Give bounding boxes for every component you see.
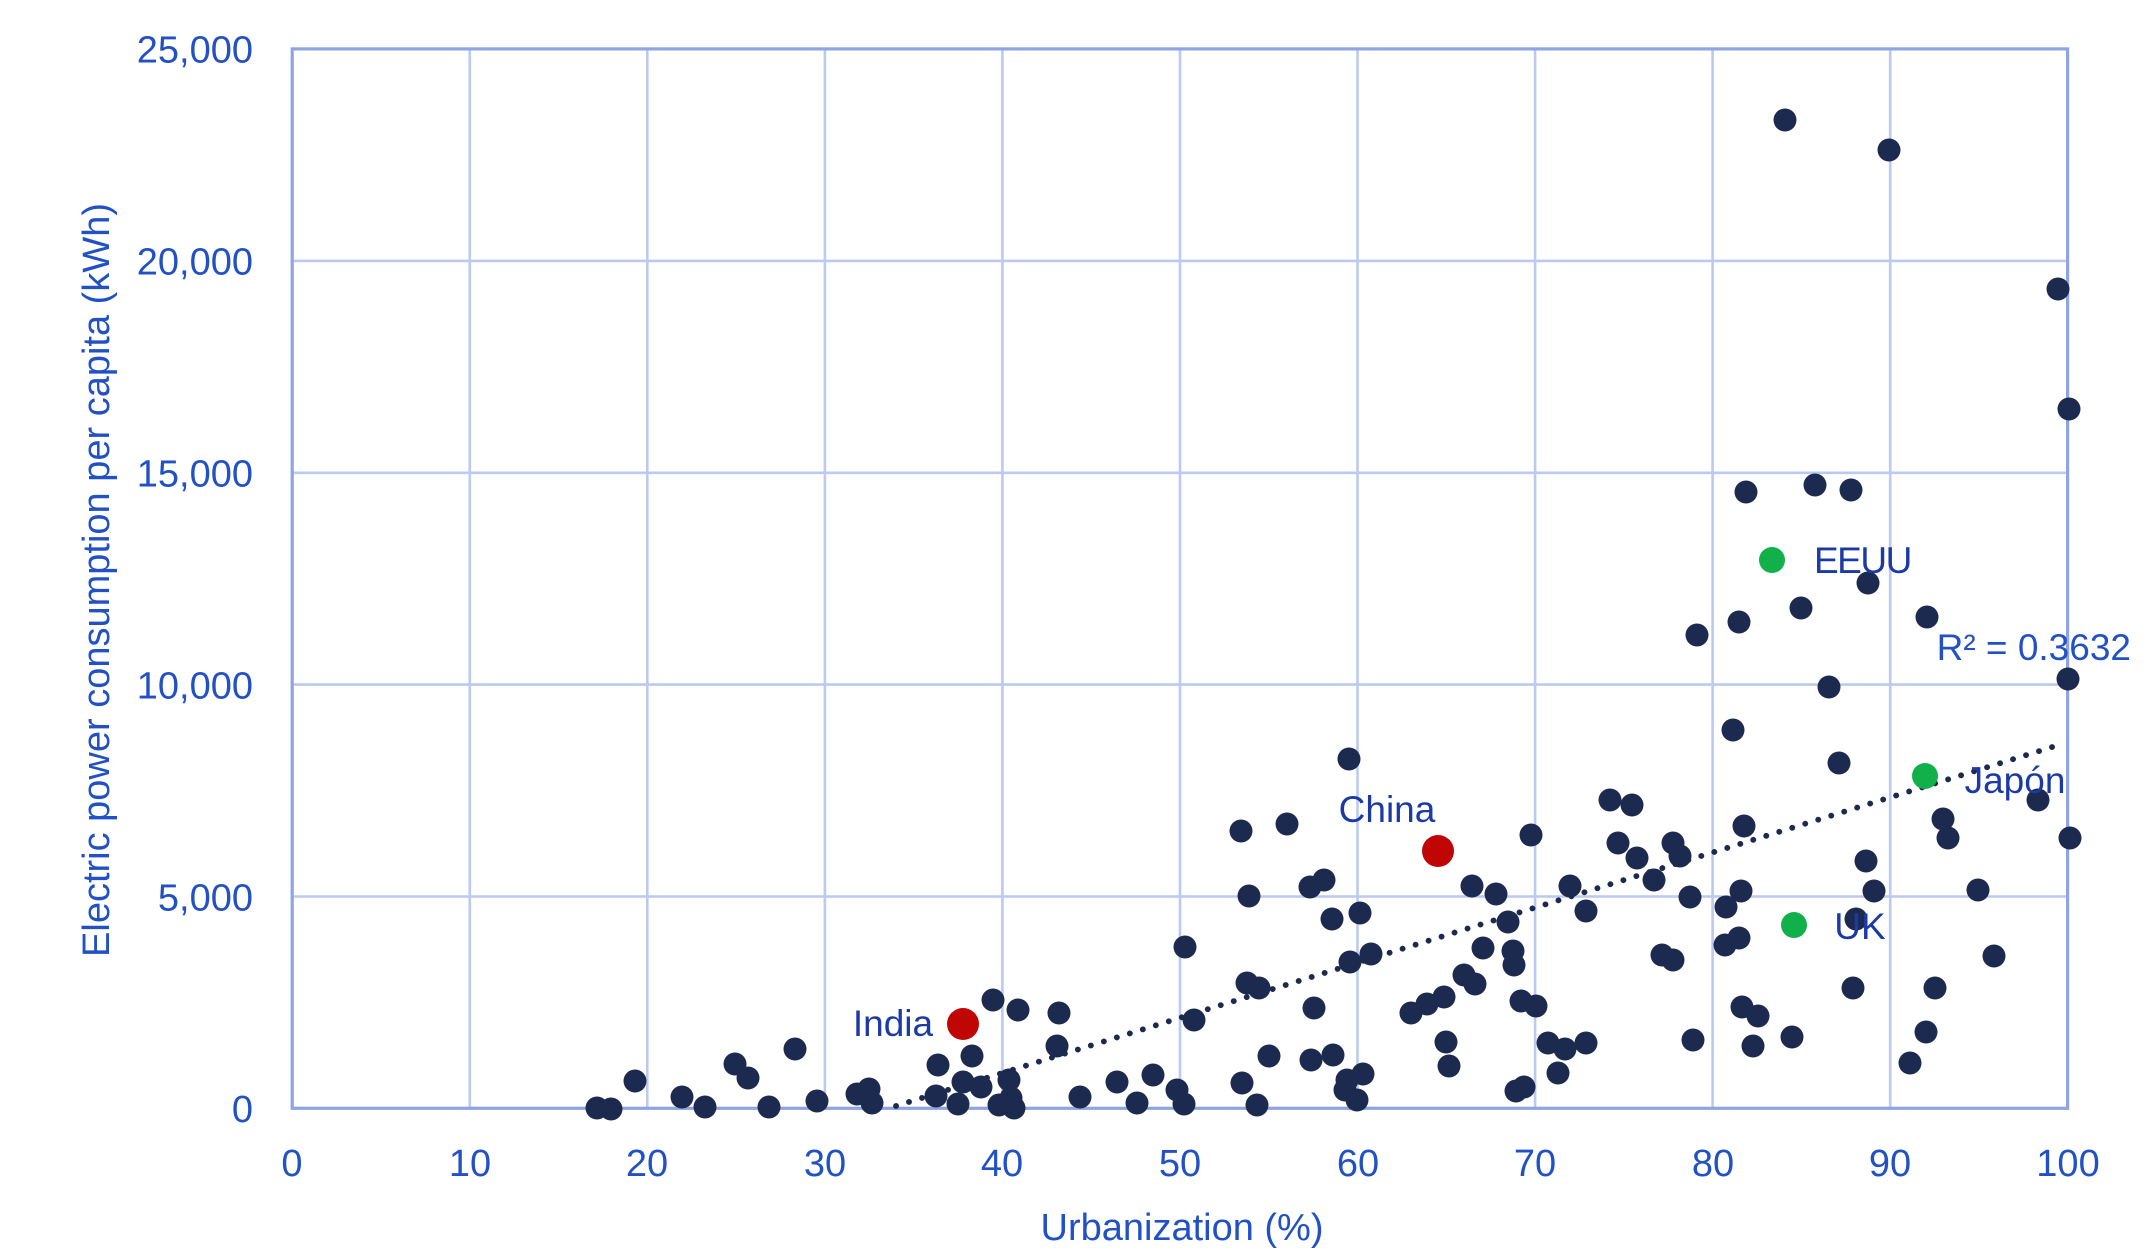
svg-text:Japón: Japón bbox=[1965, 760, 2066, 801]
svg-text:5,000: 5,000 bbox=[158, 878, 253, 920]
svg-text:60: 60 bbox=[1337, 1143, 1379, 1185]
svg-text:0: 0 bbox=[281, 1143, 302, 1185]
svg-text:20: 20 bbox=[626, 1143, 668, 1185]
svg-text:15,000: 15,000 bbox=[137, 454, 253, 496]
svg-text:China: China bbox=[1339, 789, 1436, 830]
svg-text:India: India bbox=[853, 1003, 934, 1044]
svg-text:100: 100 bbox=[2036, 1143, 2099, 1185]
svg-text:70: 70 bbox=[1514, 1143, 1556, 1185]
svg-text:Urbanization (%): Urbanization (%) bbox=[1041, 1207, 1324, 1249]
svg-text:25,000: 25,000 bbox=[137, 30, 253, 72]
svg-text:50: 50 bbox=[1159, 1143, 1201, 1185]
svg-text:10: 10 bbox=[449, 1143, 491, 1185]
svg-text:90: 90 bbox=[1869, 1143, 1911, 1185]
svg-text:10,000: 10,000 bbox=[137, 666, 253, 708]
svg-text:R² = 0.3632: R² = 0.3632 bbox=[1937, 627, 2131, 668]
svg-text:80: 80 bbox=[1692, 1143, 1734, 1185]
svg-text:40: 40 bbox=[981, 1143, 1023, 1185]
svg-text:30: 30 bbox=[804, 1143, 846, 1185]
svg-text:UK: UK bbox=[1834, 906, 1886, 947]
svg-text:20,000: 20,000 bbox=[137, 242, 253, 284]
svg-text:Electric power consumption per: Electric power consumption per capita (k… bbox=[76, 203, 118, 957]
svg-text:0: 0 bbox=[232, 1089, 253, 1131]
svg-text:EEUU: EEUU bbox=[1814, 540, 1911, 581]
